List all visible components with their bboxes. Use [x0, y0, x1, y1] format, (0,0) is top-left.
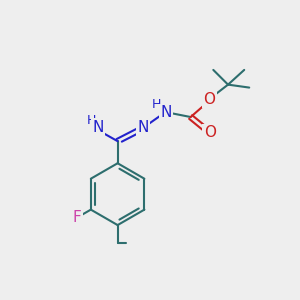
- Text: H: H: [86, 114, 96, 127]
- Text: O: O: [204, 125, 216, 140]
- Text: O: O: [203, 92, 215, 107]
- Text: N: N: [137, 120, 149, 135]
- Text: N: N: [92, 120, 103, 135]
- Text: H: H: [152, 98, 161, 111]
- Text: N: N: [160, 105, 172, 120]
- Text: F: F: [72, 210, 81, 225]
